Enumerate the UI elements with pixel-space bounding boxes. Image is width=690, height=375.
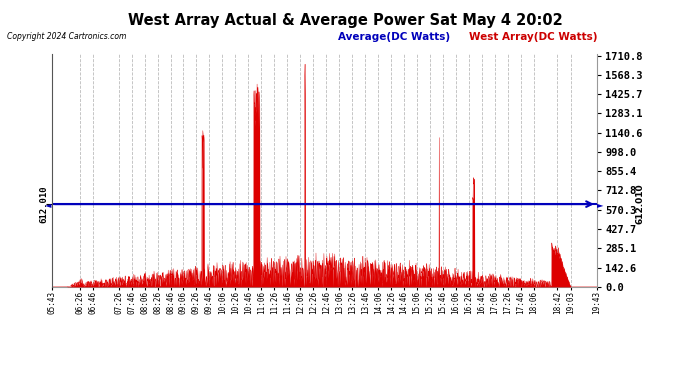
Text: ◄: ◄ [46,200,52,208]
Text: Average(DC Watts): Average(DC Watts) [338,32,450,42]
Text: 612.010: 612.010 [635,184,644,224]
Text: Copyright 2024 Cartronics.com: Copyright 2024 Cartronics.com [7,32,126,41]
Text: West Array Actual & Average Power Sat May 4 20:02: West Array Actual & Average Power Sat Ma… [128,13,562,28]
Text: West Array(DC Watts): West Array(DC Watts) [469,32,598,42]
Text: ►: ► [597,200,603,208]
